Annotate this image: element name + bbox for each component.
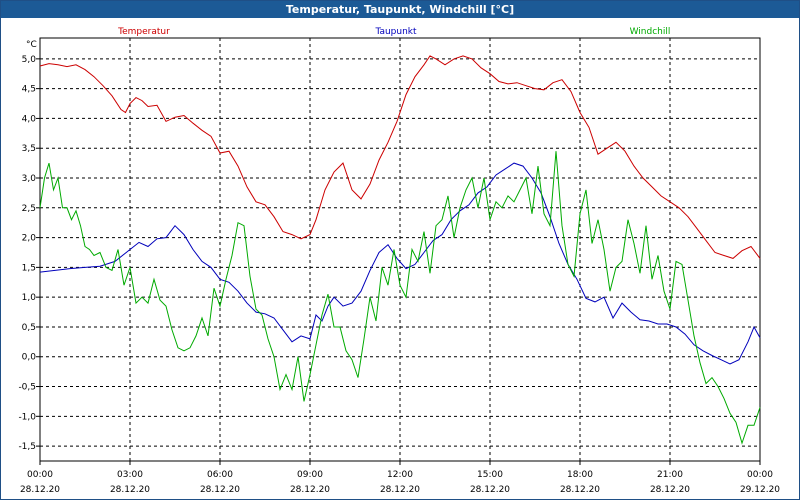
legend-temperatur: Temperatur <box>117 27 170 37</box>
x-tick-date-label: 28.12.20 <box>110 485 150 495</box>
y-axis-label: °C <box>26 40 37 50</box>
series-temperatur-line <box>39 55 761 259</box>
x-tick-time-label: 18:00 <box>567 470 593 480</box>
x-tick-date-label: 28.12.20 <box>470 485 510 495</box>
y-tick-label: 0,0 <box>22 353 37 363</box>
x-tick-date-label: 29.12.20 <box>740 485 780 495</box>
y-tick-label: 3,0 <box>22 174 37 184</box>
x-tick-date-label: 28.12.20 <box>290 485 330 495</box>
y-tick-label: -1,5 <box>18 442 36 452</box>
legend-taupunkt: Taupunkt <box>374 27 417 37</box>
window-title: Temperatur, Taupunkt, Windchill [°C] <box>1 1 799 18</box>
y-tick-label: -1,0 <box>18 412 36 422</box>
y-tick-label: 2,5 <box>22 204 36 214</box>
x-tick-time-label: 12:00 <box>387 470 413 480</box>
y-tick-label: 2,0 <box>22 234 37 244</box>
legend-windchill: Windchill <box>630 27 671 37</box>
x-tick-time-label: 06:00 <box>207 470 233 480</box>
x-tick-time-label: 03:00 <box>117 470 143 480</box>
x-tick-date-label: 28.12.20 <box>650 485 690 495</box>
x-tick-date-label: 28.12.20 <box>20 485 60 495</box>
y-tick-label: 4,0 <box>22 114 37 124</box>
y-tick-label: 5,0 <box>22 55 37 65</box>
x-tick-time-label: 15:00 <box>477 470 503 480</box>
y-tick-label: 1,5 <box>22 263 36 273</box>
y-tick-label: 0,5 <box>22 323 36 333</box>
x-tick-time-label: 21:00 <box>657 470 683 480</box>
series-windchill-line <box>39 151 761 445</box>
x-tick-date-label: 28.12.20 <box>380 485 420 495</box>
x-tick-time-label: 00:00 <box>747 470 773 480</box>
y-tick-label: 3,5 <box>22 144 36 154</box>
y-tick-label: -0,5 <box>18 383 36 393</box>
x-tick-time-label: 09:00 <box>297 470 323 480</box>
x-tick-time-label: 00:00 <box>27 470 53 480</box>
y-tick-label: 4,5 <box>22 85 36 95</box>
x-tick-date-label: 28.12.20 <box>560 485 600 495</box>
series-taupunkt-line <box>39 162 761 365</box>
y-tick-label: 1,0 <box>22 293 37 303</box>
x-tick-date-label: 28.12.20 <box>200 485 240 495</box>
